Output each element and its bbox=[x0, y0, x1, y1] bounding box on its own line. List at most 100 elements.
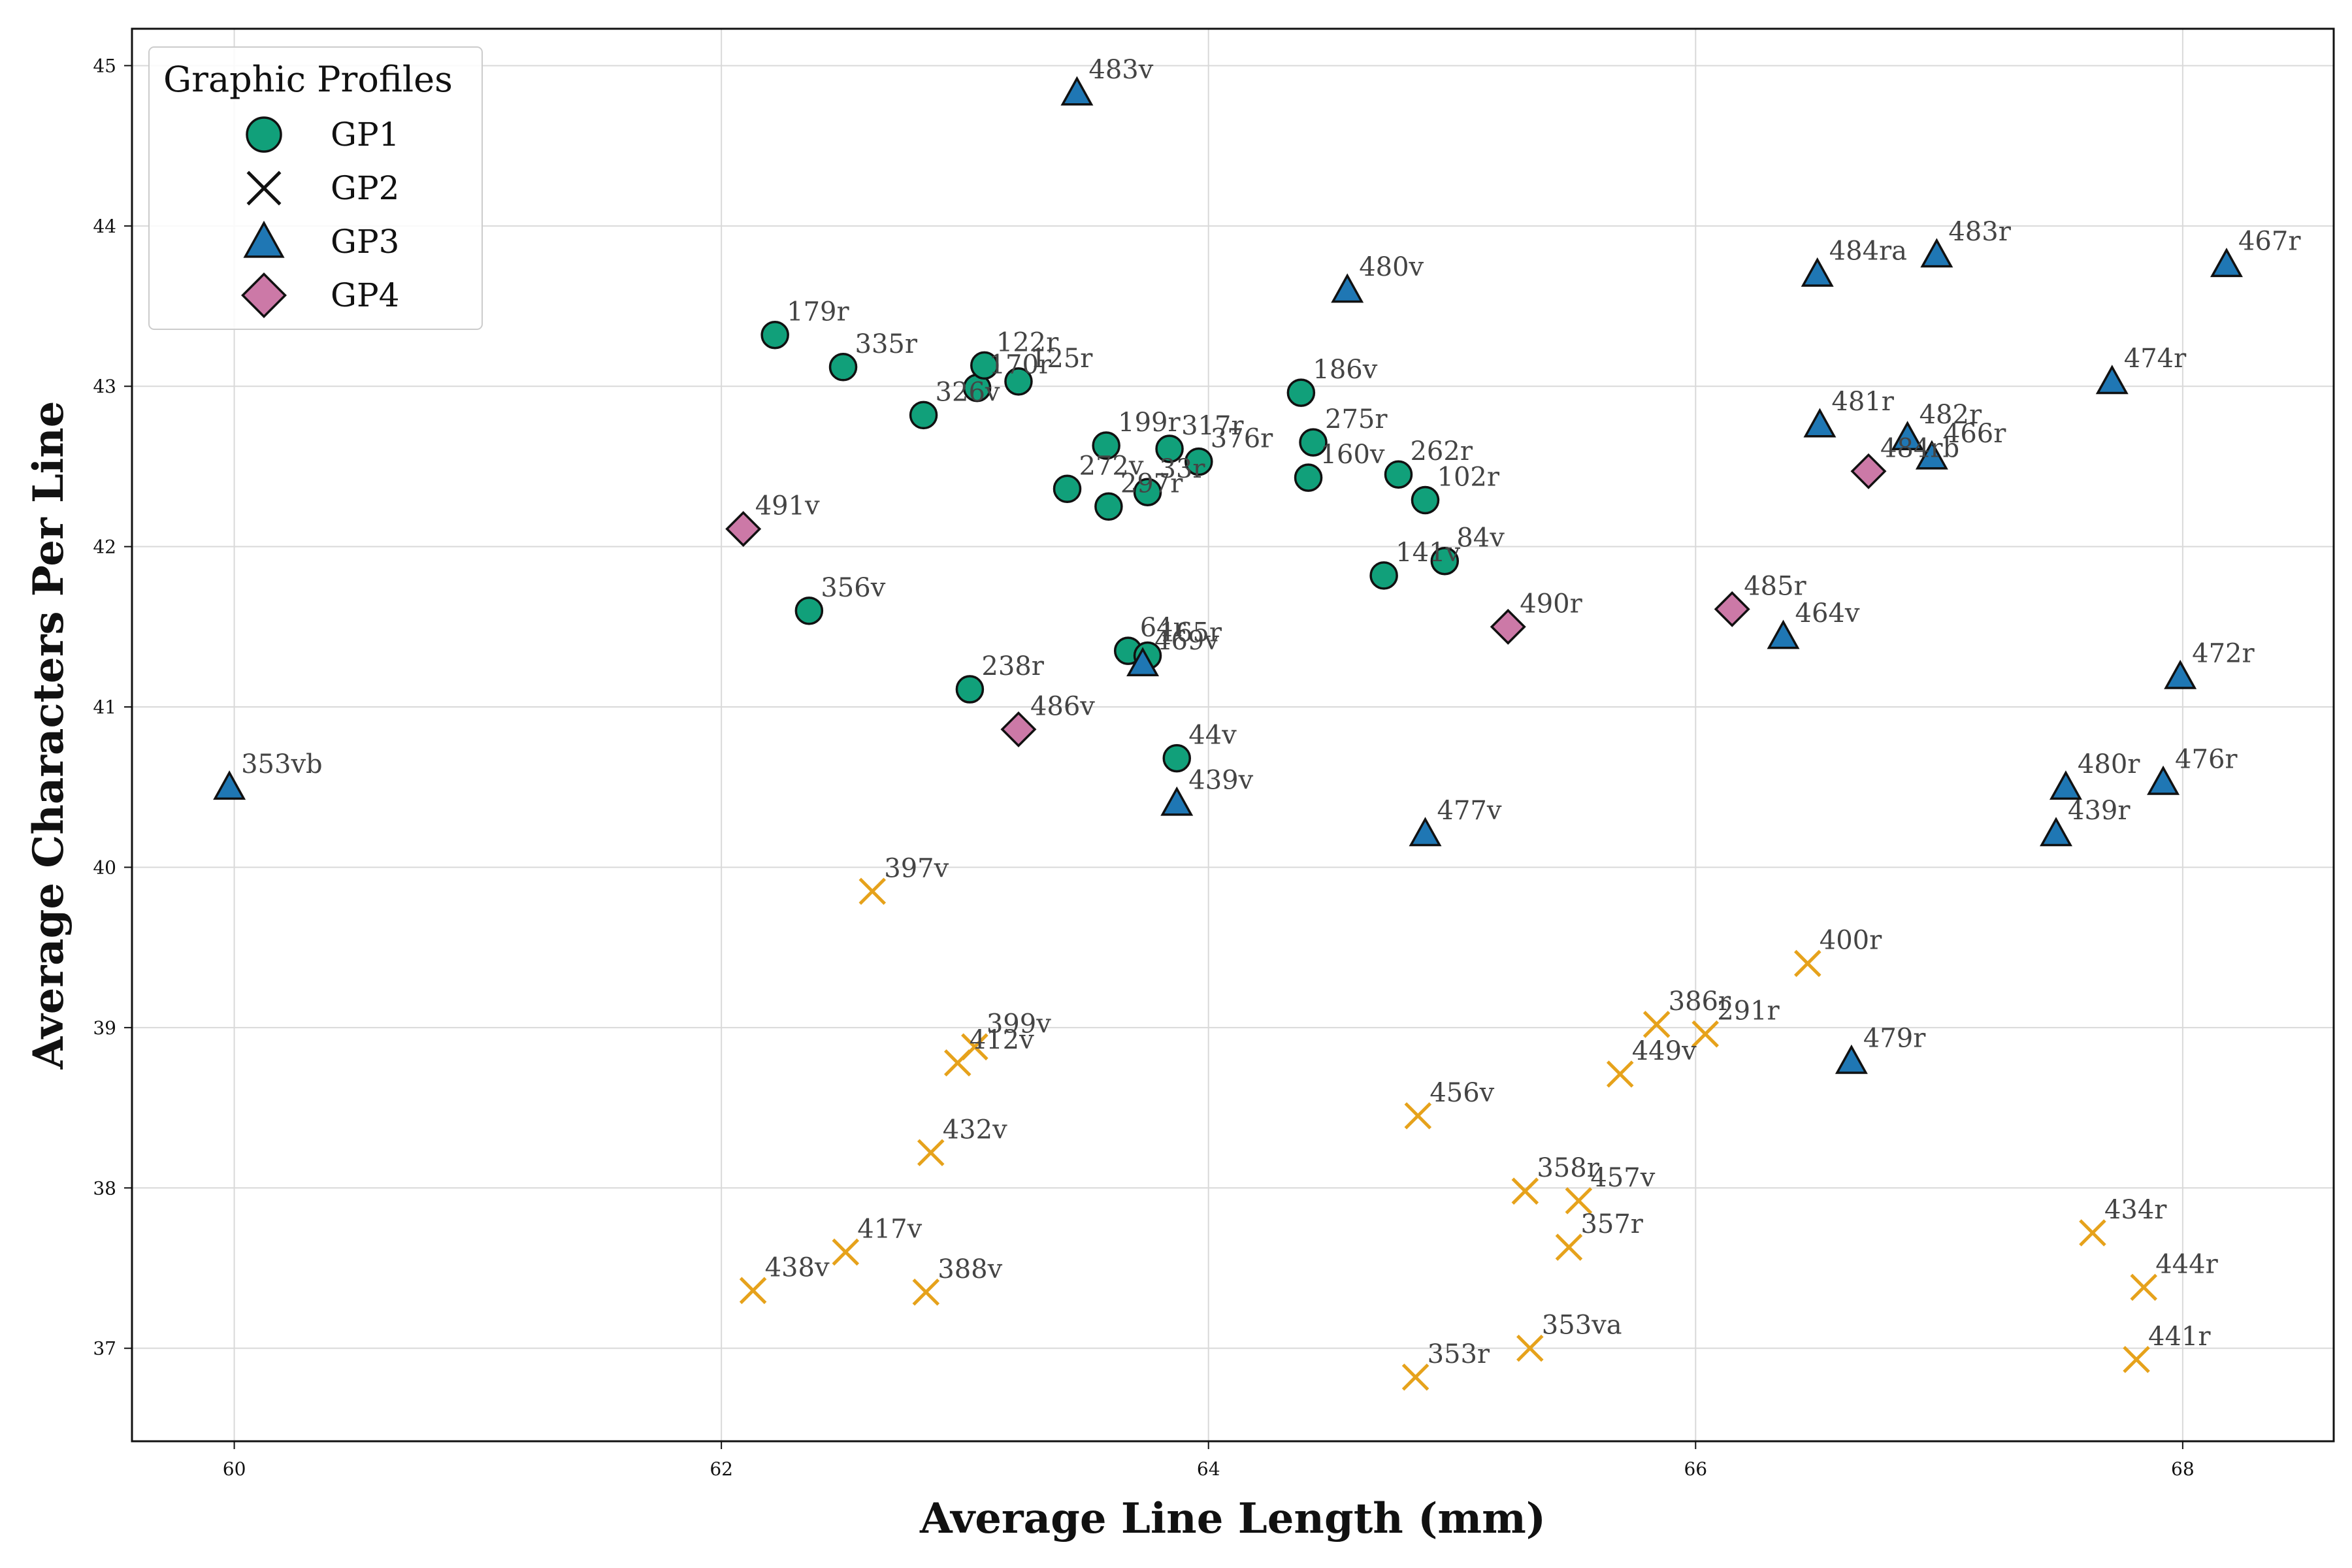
point-label: 397v bbox=[884, 853, 949, 883]
point-label: 480v bbox=[1359, 252, 1424, 282]
tick-marks bbox=[124, 65, 2183, 1449]
y-tick-label: 45 bbox=[93, 55, 116, 76]
point-label: 317r bbox=[1181, 411, 1244, 441]
data-point-gp1 bbox=[1053, 474, 1082, 504]
point-label: 297r bbox=[1120, 468, 1183, 498]
point-label: 490r bbox=[1520, 589, 1582, 619]
point-label: 122r bbox=[996, 327, 1059, 357]
x-tick-label: 60 bbox=[223, 1458, 246, 1480]
point-label: 476r bbox=[2175, 744, 2238, 774]
data-point-gp1 bbox=[794, 596, 824, 625]
point-label: 326v bbox=[936, 377, 1000, 407]
data-point-gp3 bbox=[1915, 440, 1948, 470]
data-point-gp3 bbox=[2164, 659, 2197, 689]
legend-label: GP1 bbox=[331, 116, 399, 154]
point-label: 353va bbox=[1542, 1311, 1622, 1341]
x-tick-labels: 60 62 64 66 68 bbox=[223, 1458, 2195, 1480]
point-label: 84v bbox=[1456, 523, 1505, 553]
x-tick-label: 62 bbox=[710, 1458, 733, 1480]
point-label: 335r bbox=[855, 329, 918, 359]
data-point-gp2 bbox=[1642, 1011, 1671, 1038]
data-point-gp1 bbox=[1294, 463, 1323, 492]
data-point-gp1 bbox=[1094, 492, 1123, 521]
data-point-gp1 bbox=[1384, 460, 1413, 489]
point-label: 417v bbox=[857, 1214, 922, 1244]
legend-title: Graphic Profiles bbox=[163, 59, 453, 100]
legend-box bbox=[148, 46, 483, 330]
data-point-gp3 bbox=[2040, 817, 2072, 847]
point-label: 485r bbox=[1744, 571, 1806, 601]
data-point-gp2 bbox=[2079, 1219, 2106, 1247]
legend-marker-gp1 bbox=[246, 116, 282, 153]
point-label: 356v bbox=[821, 573, 885, 603]
point-label: 484ra bbox=[1829, 236, 1907, 266]
grid bbox=[132, 29, 2334, 1441]
data-point-gp1 bbox=[760, 320, 789, 350]
point-label: 165r bbox=[1160, 618, 1222, 648]
data-point-gp2 bbox=[739, 1277, 767, 1305]
point-label: 469v bbox=[1154, 626, 1219, 656]
point-label: 238r bbox=[981, 651, 1044, 681]
data-point-gp2 bbox=[2130, 1273, 2157, 1301]
data-point-gp3 bbox=[1920, 238, 1953, 268]
y-axis-label: Average Characters Per Line bbox=[24, 401, 73, 1070]
point-label: 464v bbox=[1795, 598, 1860, 629]
data-point-gp3 bbox=[2210, 248, 2243, 278]
legend-item-gp3: GP3 bbox=[243, 220, 399, 261]
point-label: 482r bbox=[1919, 400, 1982, 430]
point-label: 479r bbox=[1863, 1023, 1926, 1053]
data-point-gp1 bbox=[1299, 428, 1328, 457]
data-point-gp4 bbox=[1714, 591, 1750, 627]
point-label: 141v bbox=[1396, 538, 1460, 568]
legend-items: GP1 GP2 GP3 GP4 bbox=[241, 116, 399, 318]
data-point-gp2 bbox=[1555, 1233, 1583, 1261]
point-labels: 179r335r326v170r122r125r199r272v297r33r3… bbox=[241, 55, 2301, 1369]
data-point-gp1 bbox=[1184, 447, 1213, 476]
y-tick-labels: 37 38 39 40 41 42 43 44 45 bbox=[93, 55, 116, 1359]
data-point-gp3 bbox=[1409, 817, 1442, 847]
point-label: 376r bbox=[1211, 424, 1273, 454]
point-label: 467r bbox=[2238, 227, 2301, 257]
point-label: 480r bbox=[2078, 749, 2140, 779]
data-point-gp1 bbox=[1286, 378, 1316, 407]
data-point-gp2 bbox=[1401, 1364, 1429, 1391]
legend-marker-gp2 bbox=[246, 171, 282, 206]
point-label: 272v bbox=[1079, 451, 1144, 481]
data-point-gp3 bbox=[1803, 408, 1837, 438]
point-label: 358r bbox=[1537, 1153, 1599, 1183]
point-label: 438v bbox=[765, 1252, 830, 1282]
legend-label: GP2 bbox=[331, 169, 399, 207]
legend-item-gp1: GP1 bbox=[246, 116, 399, 154]
point-label: 125r bbox=[1030, 344, 1093, 374]
legend-item-gp2: GP2 bbox=[246, 169, 399, 207]
point-label: 199r bbox=[1118, 408, 1181, 438]
data-point-gp3 bbox=[2049, 770, 2082, 800]
data-point-gp4 bbox=[1490, 608, 1526, 645]
point-label: 353vb bbox=[241, 749, 323, 779]
data-point-gp2 bbox=[1691, 1020, 1719, 1048]
y-tick-label: 39 bbox=[93, 1017, 116, 1039]
point-label: 399v bbox=[987, 1009, 1051, 1039]
point-label: 434r bbox=[2104, 1195, 2167, 1225]
point-label: 439v bbox=[1188, 765, 1253, 795]
point-label: 432v bbox=[943, 1115, 1007, 1145]
data-point-gp2 bbox=[1565, 1187, 1593, 1215]
point-label: 388v bbox=[938, 1254, 1002, 1284]
data-point-gp1 bbox=[1092, 431, 1120, 460]
data-point-gp1 bbox=[1430, 546, 1460, 576]
data-point-gp3 bbox=[1835, 1044, 1868, 1074]
legend-label: GP4 bbox=[331, 276, 399, 314]
data-point-gp2 bbox=[1606, 1060, 1634, 1088]
y-tick-label: 37 bbox=[93, 1338, 116, 1360]
data-point-gp3 bbox=[1767, 619, 1800, 649]
point-label: 160v bbox=[1320, 440, 1385, 470]
point-label: 457v bbox=[1590, 1163, 1655, 1193]
plot-frame bbox=[131, 27, 2335, 1443]
data-point-gp2 bbox=[2123, 1346, 2150, 1373]
point-label: 472r bbox=[2192, 638, 2255, 668]
data-point-gp3 bbox=[1331, 273, 1364, 303]
point-label: 449v bbox=[1632, 1036, 1697, 1066]
point-label: 456v bbox=[1429, 1078, 1494, 1108]
point-label: 486v bbox=[1030, 691, 1095, 721]
